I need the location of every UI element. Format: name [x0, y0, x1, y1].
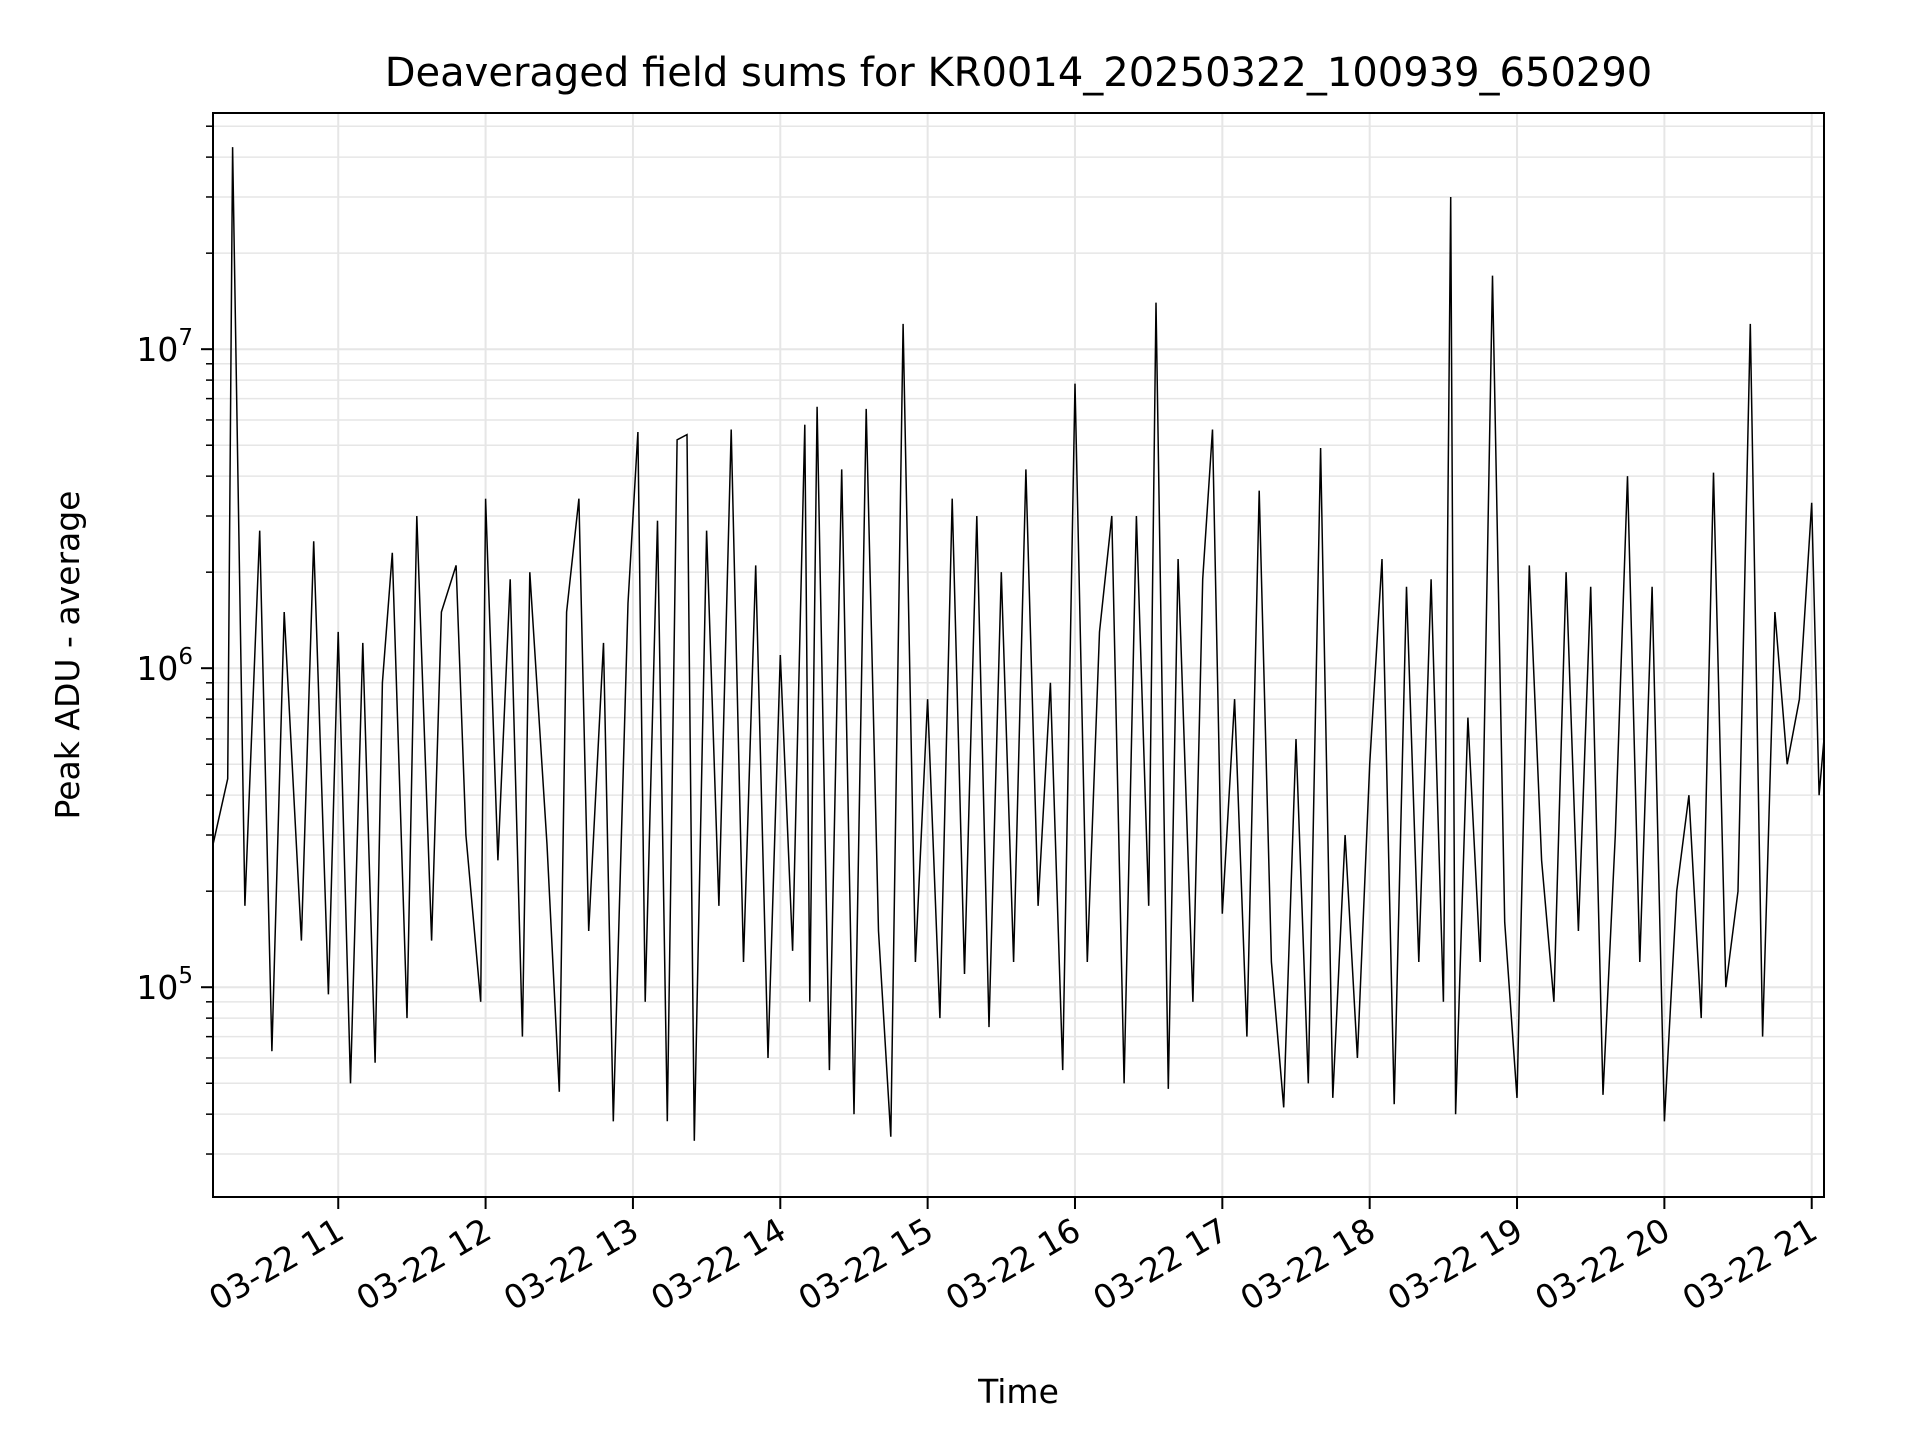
x-tick-label: 03-22 13 [497, 1210, 645, 1318]
x-tick-label: 03-22 12 [350, 1210, 498, 1318]
y-tick-label: 106 [136, 644, 193, 688]
series-line [212, 147, 1825, 1141]
x-tick-label: 03-22 16 [939, 1210, 1087, 1318]
series-layer [212, 147, 1825, 1141]
x-tick-label: 03-22 19 [1381, 1210, 1529, 1318]
y-tick-label: 107 [136, 325, 193, 369]
x-axis-ticks: 03-22 11 03-22 12 03-22 13 03-22 14 03-22 15… [202, 1197, 1824, 1318]
x-tick-label: 03-22 11 [202, 1210, 350, 1318]
x-tick-label: 03-22 18 [1234, 1210, 1382, 1318]
x-tick-label: 03-22 20 [1528, 1210, 1676, 1318]
chart-title: Deaveraged field sums for KR0014_2025032… [385, 50, 1653, 96]
y-tick-label: 105 [136, 963, 193, 1007]
y-axis-ticks: 105 106 107 [136, 125, 213, 1155]
y-axis-title: Peak ADU - average [48, 491, 87, 820]
x-axis-title: Time [977, 1372, 1059, 1411]
grid [213, 113, 1824, 1197]
x-tick-label: 03-22 15 [792, 1210, 940, 1318]
plot-frame [212, 112, 1825, 1198]
x-tick-label: 03-22 17 [1086, 1210, 1234, 1318]
x-tick-label: 03-22 14 [644, 1210, 792, 1318]
x-tick-label: 03-22 21 [1676, 1210, 1824, 1318]
